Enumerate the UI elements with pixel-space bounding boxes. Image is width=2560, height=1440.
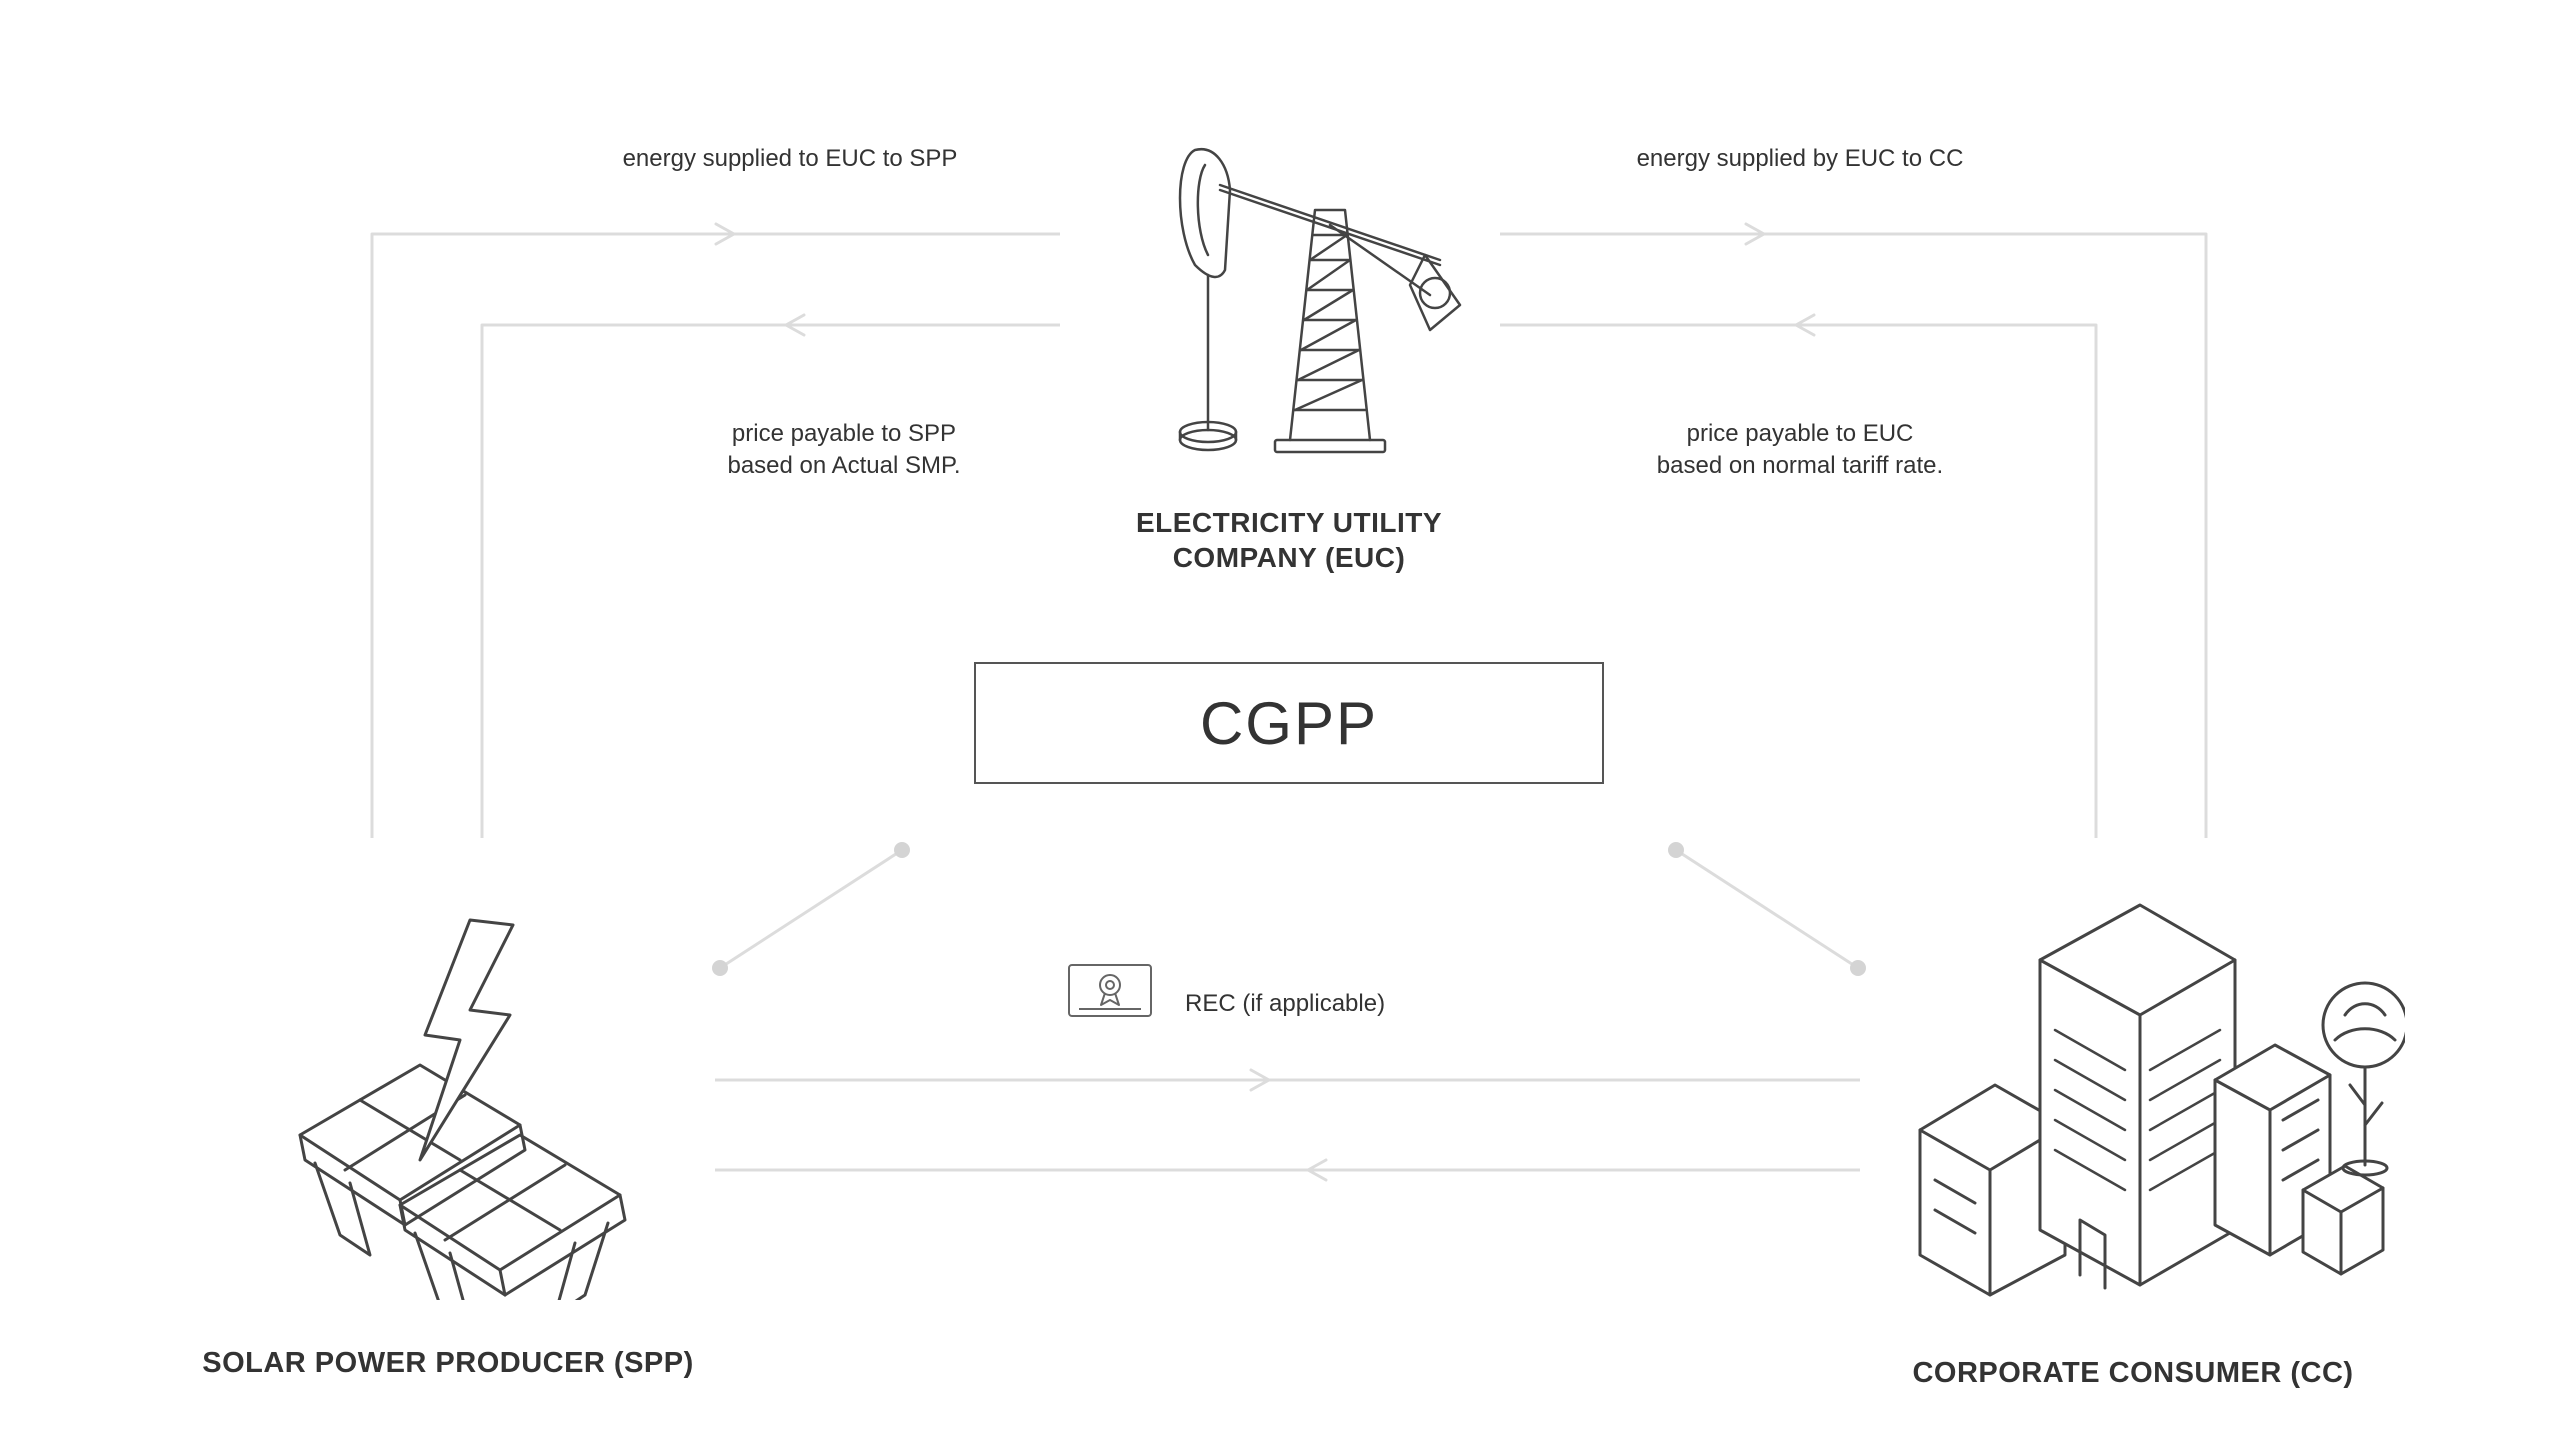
buildings-icon — [1905, 870, 2405, 1300]
label-spp-to-euc: energy supplied to EUC to SPP — [390, 143, 1190, 175]
oil-pump-icon — [1160, 130, 1480, 460]
cc-icon-wrap — [1905, 870, 2405, 1300]
cgpp-box: CGPP — [974, 662, 1604, 784]
spp-title: SOLAR POWER PRODUCER (SPP) — [48, 1345, 848, 1381]
spp-title-text: SOLAR POWER PRODUCER (SPP) — [202, 1347, 694, 1379]
label-rec: REC (if applicable) — [1185, 988, 1985, 1020]
label-euc-to-cc-text: energy supplied by EUC to CC — [1637, 145, 1964, 172]
euc-icon-wrap — [1160, 130, 1480, 460]
label-price-euc-l2: based on normal tariff rate. — [1400, 450, 2200, 482]
certificate-icon — [1067, 963, 1153, 1018]
label-euc-to-cc: energy supplied by EUC to CC — [1400, 143, 2200, 175]
label-euc-to-spp-price: price payable to SPP based on Actual SMP… — [444, 418, 1244, 483]
label-spp-to-euc-text: energy supplied to EUC to SPP — [623, 145, 958, 172]
label-price-spp-l1: price payable to SPP — [444, 418, 1244, 450]
euc-title-line2: COMPANY (EUC) — [889, 540, 1689, 575]
euc-title-line1: ELECTRICITY UTILITY — [889, 505, 1689, 540]
cgpp-label: CGPP — [1200, 689, 1378, 758]
euc-title: ELECTRICITY UTILITY COMPANY (EUC) — [889, 505, 1689, 575]
label-price-euc-l1: price payable to EUC — [1400, 418, 2200, 450]
spp-icon-wrap — [245, 900, 645, 1300]
cc-title: CORPORATE CONSUMER (CC) — [1733, 1355, 2533, 1391]
rec-icon-wrap — [1067, 963, 1153, 1018]
solar-panel-icon — [245, 900, 645, 1300]
label-price-spp-l2: based on Actual SMP. — [444, 450, 1244, 482]
label-cc-to-euc-price: price payable to EUC based on normal tar… — [1400, 418, 2200, 483]
label-rec-text: REC (if applicable) — [1185, 990, 1385, 1017]
cc-title-text: CORPORATE CONSUMER (CC) — [1912, 1357, 2353, 1389]
